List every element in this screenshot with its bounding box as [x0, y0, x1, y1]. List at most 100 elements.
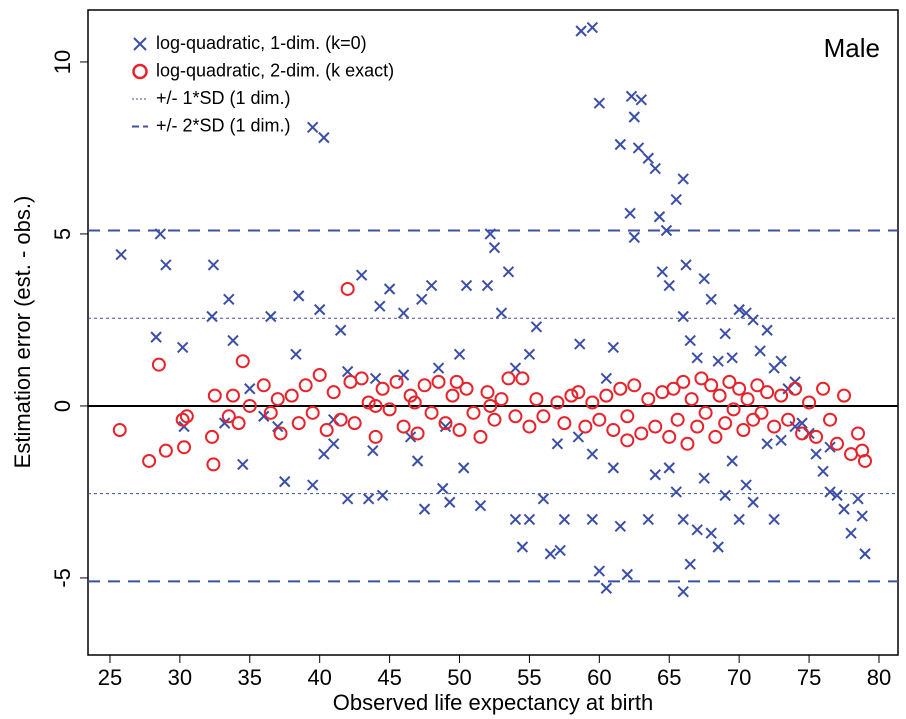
- point: [736, 423, 751, 438]
- point: [677, 513, 689, 526]
- point: [600, 582, 613, 594]
- x-stroke: [838, 503, 850, 515]
- x-stroke: [509, 362, 522, 374]
- point: [593, 565, 606, 577]
- point: [796, 417, 808, 429]
- point: [206, 310, 218, 323]
- point: [306, 479, 319, 491]
- point: [290, 348, 302, 361]
- x-stroke: [586, 513, 599, 526]
- point: [160, 259, 172, 271]
- point: [256, 378, 271, 393]
- point: [585, 395, 600, 410]
- x-stroke: [306, 479, 319, 491]
- point: [775, 434, 787, 447]
- point: [362, 493, 375, 505]
- x-stroke: [607, 341, 620, 354]
- point: [632, 142, 645, 154]
- point: [810, 448, 822, 460]
- point: [488, 241, 501, 254]
- point: [628, 111, 640, 123]
- x-stroke: [574, 338, 586, 350]
- x-stroke: [586, 448, 599, 460]
- point: [824, 486, 836, 498]
- point: [680, 259, 692, 271]
- point: [754, 345, 766, 357]
- x-stroke: [684, 558, 696, 570]
- point: [712, 541, 724, 553]
- x-stroke: [572, 431, 585, 443]
- point: [670, 486, 682, 498]
- point: [655, 385, 670, 400]
- point: [410, 426, 425, 441]
- point: [641, 392, 656, 407]
- point: [536, 409, 551, 424]
- legend-label: +/- 2*SD (1 dim.): [156, 115, 291, 135]
- point: [237, 458, 249, 471]
- point: [704, 378, 719, 393]
- point: [407, 395, 422, 410]
- point: [176, 341, 189, 354]
- point: [509, 513, 522, 526]
- x-stroke: [635, 94, 647, 106]
- x-stroke: [313, 303, 326, 316]
- point: [529, 392, 544, 407]
- x-stroke: [586, 21, 599, 34]
- x-stroke: [575, 25, 587, 37]
- x-stroke: [677, 585, 689, 598]
- x-stroke: [632, 142, 645, 154]
- point: [284, 388, 299, 403]
- point: [851, 426, 866, 441]
- x-stroke: [614, 138, 627, 151]
- point: [761, 324, 773, 336]
- x-stroke: [740, 307, 752, 319]
- point: [369, 372, 382, 385]
- x-stroke: [624, 207, 636, 220]
- point: [115, 248, 127, 261]
- point: [767, 419, 782, 434]
- point: [334, 324, 347, 336]
- point: [557, 416, 572, 431]
- point: [733, 513, 745, 526]
- point: [719, 489, 731, 502]
- point: [207, 259, 220, 271]
- x-stroke: [726, 352, 738, 364]
- point: [621, 568, 634, 581]
- legend-item: +/- 2*SD (1 dim.): [132, 115, 291, 135]
- point: [578, 419, 593, 434]
- point: [670, 412, 685, 427]
- x-stroke: [509, 513, 522, 526]
- x-stroke: [495, 307, 508, 319]
- point: [389, 374, 404, 389]
- point: [218, 417, 231, 429]
- x-stroke: [488, 241, 501, 254]
- point: [600, 372, 613, 385]
- x-stroke: [444, 496, 456, 508]
- x-tick-label: 40: [307, 665, 331, 690]
- y-tick-label: -5: [50, 568, 75, 588]
- x-stroke: [733, 513, 745, 526]
- x-tick-label: 35: [238, 665, 262, 690]
- x-stroke: [663, 279, 675, 292]
- x-stroke: [223, 293, 235, 306]
- point: [649, 162, 661, 175]
- x-stroke: [327, 438, 340, 450]
- x-stroke: [544, 548, 557, 560]
- point: [258, 410, 270, 422]
- point: [306, 121, 319, 134]
- x-stroke: [660, 224, 673, 237]
- point: [649, 469, 661, 481]
- x-stroke: [432, 362, 445, 374]
- x-stroke: [719, 489, 731, 502]
- point: [179, 409, 194, 424]
- point: [648, 419, 663, 434]
- point: [483, 398, 498, 413]
- x-stroke: [747, 496, 759, 508]
- point: [586, 513, 599, 526]
- x-stroke: [530, 321, 543, 333]
- point: [449, 374, 464, 389]
- point: [722, 374, 737, 389]
- point: [354, 371, 369, 386]
- x-stroke: [244, 383, 256, 395]
- point: [746, 412, 761, 427]
